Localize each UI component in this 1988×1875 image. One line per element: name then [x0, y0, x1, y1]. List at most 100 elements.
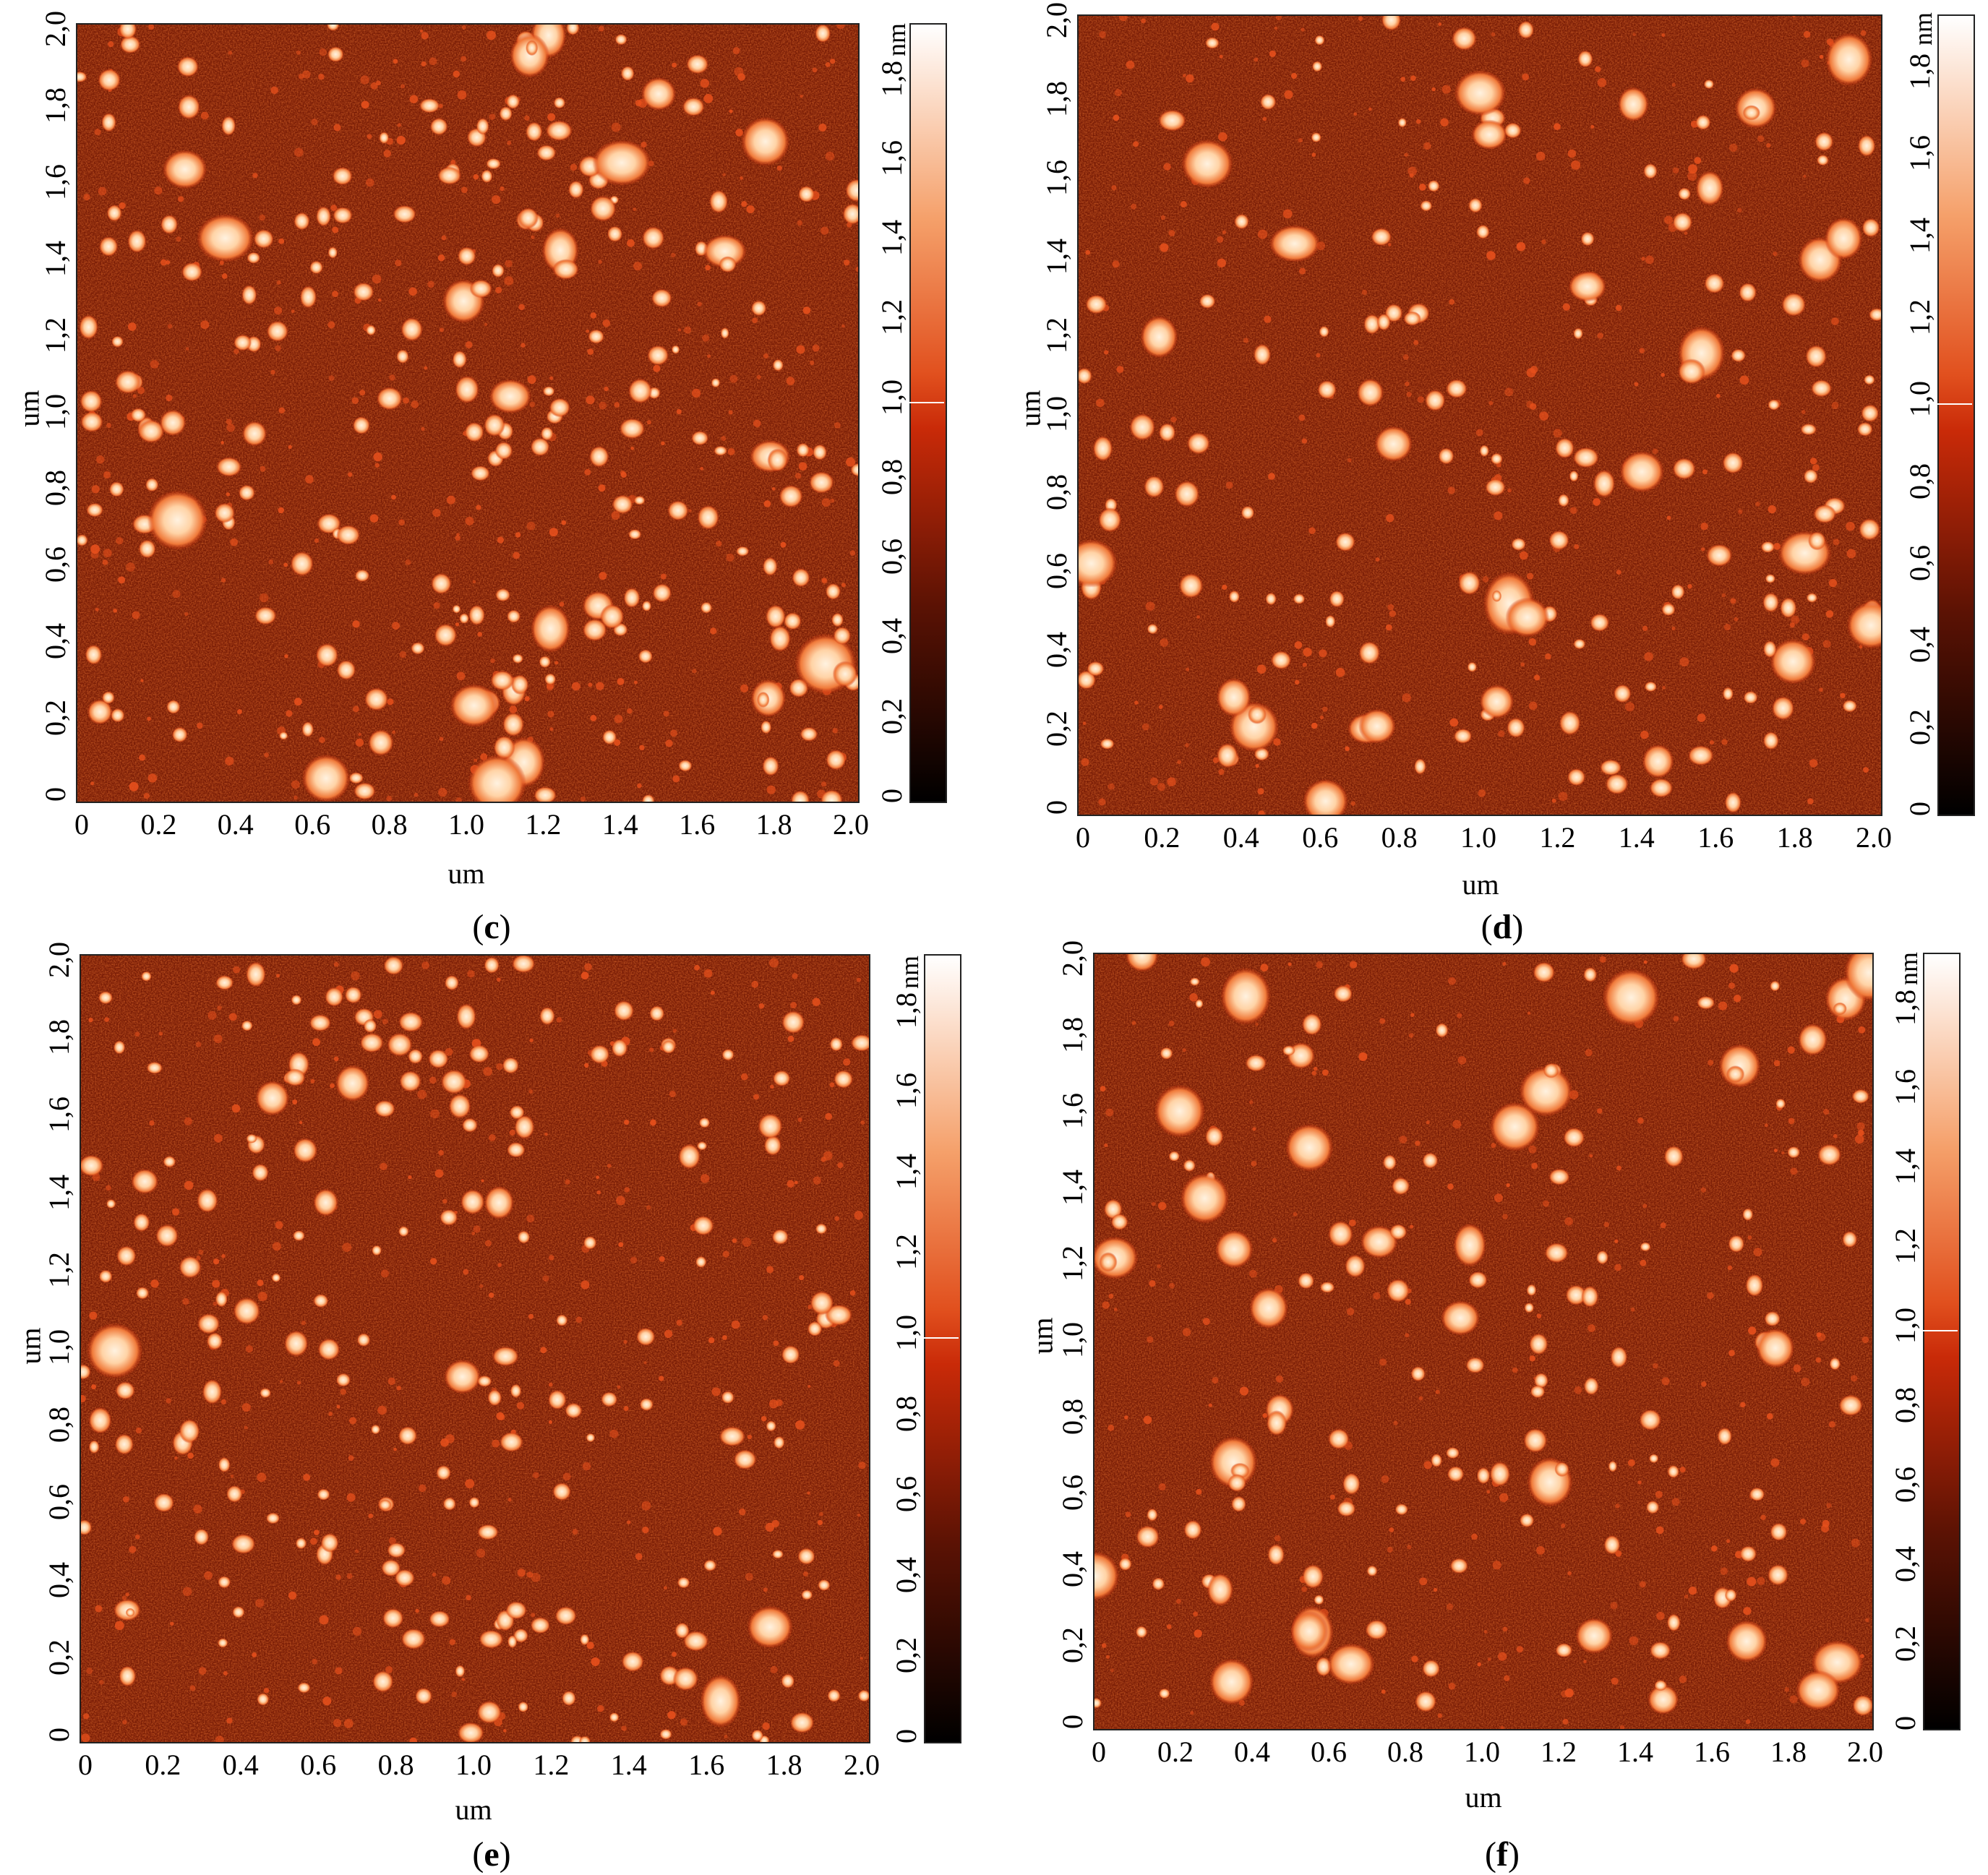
y-tick-label: 1,2: [1056, 1245, 1089, 1282]
nanoparticle: [1861, 404, 1880, 423]
speckle: [1116, 366, 1124, 374]
speckle: [476, 505, 481, 510]
speckle: [1186, 667, 1190, 672]
speckle: [729, 109, 733, 113]
y-tick-label: 0,4: [1056, 1550, 1089, 1587]
nanoparticle: [487, 1389, 502, 1407]
speckle: [1423, 142, 1431, 150]
nanoparticle: [477, 1375, 492, 1387]
colorbar-tick-label: 1,0: [890, 1315, 922, 1352]
speckle: [1770, 1458, 1780, 1467]
speckle: [184, 1180, 194, 1190]
nanoparticle: [1422, 1660, 1440, 1678]
nanoparticle: [1458, 571, 1481, 596]
x-tick-label: 1.4: [1618, 821, 1655, 854]
nanoparticle: [241, 1020, 253, 1031]
y-tick-label: 0,6: [1040, 553, 1073, 590]
speckle: [768, 1399, 779, 1409]
nanoparticle: [1217, 743, 1238, 768]
nanoparticle: [1410, 1366, 1426, 1382]
x-tick-label: 1.6: [1694, 1735, 1730, 1768]
y-tick-label: 0,8: [1056, 1398, 1089, 1435]
speckle: [582, 1462, 591, 1471]
nanoparticle: [772, 359, 784, 372]
speckle: [1599, 956, 1606, 963]
speckle: [692, 669, 697, 674]
nanoparticle: [781, 1673, 795, 1689]
colorbar-tick-label: 0: [1889, 1716, 1921, 1730]
speckle: [94, 129, 101, 136]
speckle: [1512, 1367, 1518, 1373]
speckle: [1825, 610, 1834, 618]
speckle: [1321, 706, 1328, 712]
speckle: [1710, 1545, 1718, 1552]
speckle: [1729, 143, 1738, 153]
nanoparticle: [113, 1040, 126, 1055]
speckle: [1105, 1108, 1114, 1117]
speckle: [770, 1084, 774, 1089]
x-tick-label: 0.2: [1144, 821, 1181, 854]
x-tick-label: 1.0: [1460, 821, 1496, 854]
nanoparticle: [80, 390, 103, 413]
speckle: [611, 122, 621, 132]
speckle: [1387, 604, 1394, 611]
nanoparticle: [784, 612, 802, 630]
x-tick-label: 0: [78, 1749, 93, 1781]
speckle: [1201, 957, 1211, 967]
x-tick-label: 0: [1076, 821, 1090, 854]
colorbar-tick-label: 0,6: [890, 1476, 922, 1513]
speckle: [439, 737, 444, 742]
speckle: [367, 134, 372, 140]
speckle: [533, 1472, 539, 1479]
speckle: [688, 509, 692, 512]
speckle: [722, 1250, 729, 1258]
speckle: [635, 1553, 643, 1561]
speckle: [1671, 626, 1676, 631]
nanoparticle: [1144, 475, 1165, 498]
nanoparticle: [226, 1485, 243, 1503]
speckle: [607, 1163, 612, 1168]
speckle: [1504, 1675, 1510, 1681]
nanoparticle: [1572, 447, 1599, 468]
nanoparticle: [326, 25, 340, 31]
x-tick-label: 1.0: [455, 1749, 492, 1781]
nanoparticle: [1507, 717, 1525, 738]
colorbar-tick-label: 1,6: [1903, 135, 1936, 172]
speckle: [821, 781, 827, 787]
nanoparticle: [1842, 700, 1857, 713]
nanoparticle: [1228, 590, 1240, 603]
nanoparticle: [141, 971, 152, 982]
nanoparticle: [678, 760, 693, 772]
speckle: [427, 280, 434, 288]
speckle: [125, 1592, 129, 1597]
speckle: [1516, 1646, 1523, 1653]
speckle: [1574, 544, 1580, 549]
speckle: [1405, 1333, 1410, 1338]
speckle: [555, 213, 560, 218]
nanoparticle: [400, 1628, 426, 1649]
speckle: [1491, 1143, 1496, 1149]
x-tick-label: 0.8: [1387, 1735, 1423, 1768]
speckle: [1249, 1269, 1257, 1278]
speckle: [1789, 1695, 1798, 1704]
x-tick-label: 0.2: [1157, 1735, 1194, 1768]
nanoparticle: [797, 1548, 815, 1565]
nanoparticle: [548, 1389, 567, 1410]
nanoparticle: [1479, 685, 1514, 719]
speckle: [398, 519, 405, 525]
nanoparticle: [652, 583, 672, 603]
nanoparticle: [1806, 593, 1818, 603]
nanoparticle: [468, 754, 527, 802]
nanoparticle: [1643, 163, 1658, 179]
nanoparticle: [709, 189, 729, 214]
speckle: [414, 792, 419, 797]
speckle: [1417, 396, 1424, 403]
nanoparticle: [1374, 426, 1413, 462]
nanoparticle: [86, 1323, 143, 1379]
nanoparticle: [246, 961, 266, 987]
speckle: [1502, 1214, 1508, 1219]
speckle: [1734, 617, 1739, 622]
speckle: [1131, 1021, 1136, 1026]
nanoparticle: [678, 1144, 700, 1170]
speckle: [1217, 258, 1227, 267]
